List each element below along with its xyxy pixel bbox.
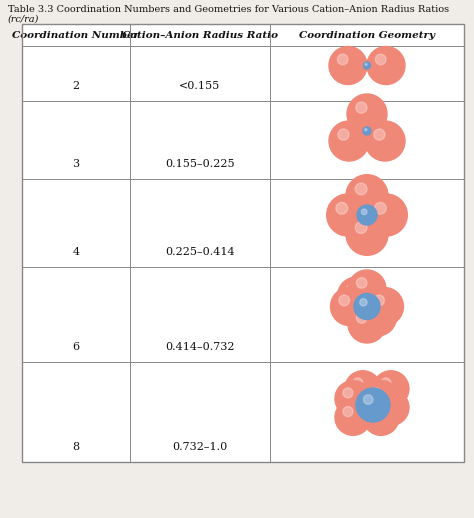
Circle shape xyxy=(374,129,385,140)
Text: 0.414–0.732: 0.414–0.732 xyxy=(165,342,235,352)
Circle shape xyxy=(353,397,363,407)
Circle shape xyxy=(343,388,353,398)
Circle shape xyxy=(356,388,390,422)
Circle shape xyxy=(337,277,375,315)
Circle shape xyxy=(330,287,368,325)
Circle shape xyxy=(367,47,405,84)
Circle shape xyxy=(375,54,386,65)
Circle shape xyxy=(336,203,348,214)
Circle shape xyxy=(357,205,377,225)
Circle shape xyxy=(355,183,367,195)
Circle shape xyxy=(360,299,367,306)
Circle shape xyxy=(361,209,367,214)
Circle shape xyxy=(356,102,367,113)
Circle shape xyxy=(365,128,367,131)
Circle shape xyxy=(347,94,387,134)
Text: 4: 4 xyxy=(73,247,80,257)
Circle shape xyxy=(371,407,381,416)
Circle shape xyxy=(348,305,386,343)
Circle shape xyxy=(353,378,363,388)
Circle shape xyxy=(374,295,384,306)
Circle shape xyxy=(381,378,391,388)
Circle shape xyxy=(365,287,403,325)
Circle shape xyxy=(346,213,388,255)
Circle shape xyxy=(335,399,371,435)
Text: <0.155: <0.155 xyxy=(179,81,220,91)
Text: 6: 6 xyxy=(73,342,80,352)
Circle shape xyxy=(348,270,386,308)
Text: Coordination Number: Coordination Number xyxy=(12,31,139,39)
Circle shape xyxy=(365,121,405,161)
Text: 3: 3 xyxy=(73,159,80,169)
Circle shape xyxy=(356,312,367,323)
Text: 2: 2 xyxy=(73,81,80,91)
Circle shape xyxy=(335,381,371,416)
Circle shape xyxy=(356,278,367,288)
Circle shape xyxy=(374,203,386,214)
Text: (rc/ra): (rc/ra) xyxy=(8,15,39,24)
Circle shape xyxy=(337,54,348,65)
Circle shape xyxy=(343,407,353,416)
Text: 0.155–0.225: 0.155–0.225 xyxy=(165,159,235,169)
Text: 8: 8 xyxy=(73,442,80,452)
Text: Coordination Geometry: Coordination Geometry xyxy=(299,31,435,39)
Circle shape xyxy=(327,194,369,236)
Circle shape xyxy=(355,222,367,234)
Circle shape xyxy=(346,284,356,295)
Text: 0.225–0.414: 0.225–0.414 xyxy=(165,247,235,257)
Circle shape xyxy=(329,121,369,161)
Circle shape xyxy=(363,127,371,135)
Circle shape xyxy=(354,294,380,320)
Circle shape xyxy=(346,175,388,217)
Circle shape xyxy=(338,129,349,140)
Circle shape xyxy=(373,390,409,425)
Circle shape xyxy=(367,306,377,316)
Circle shape xyxy=(345,371,381,407)
Circle shape xyxy=(365,63,367,65)
Circle shape xyxy=(364,62,371,69)
Circle shape xyxy=(358,298,396,336)
Circle shape xyxy=(363,381,399,416)
Circle shape xyxy=(363,399,399,435)
Bar xyxy=(22,24,464,462)
Text: 0.732–1.0: 0.732–1.0 xyxy=(173,442,228,452)
Circle shape xyxy=(339,295,349,306)
Circle shape xyxy=(365,194,407,236)
Circle shape xyxy=(381,397,391,407)
Circle shape xyxy=(373,371,409,407)
Circle shape xyxy=(329,47,367,84)
Circle shape xyxy=(345,390,381,425)
Text: Table 3.3 Coordination Numbers and Geometries for Various Cation–Anion Radius Ra: Table 3.3 Coordination Numbers and Geome… xyxy=(8,5,449,14)
Bar xyxy=(22,24,464,462)
Circle shape xyxy=(371,388,381,398)
Circle shape xyxy=(364,395,373,405)
Text: Cation–Anion Radius Ratio: Cation–Anion Radius Ratio xyxy=(122,31,278,39)
